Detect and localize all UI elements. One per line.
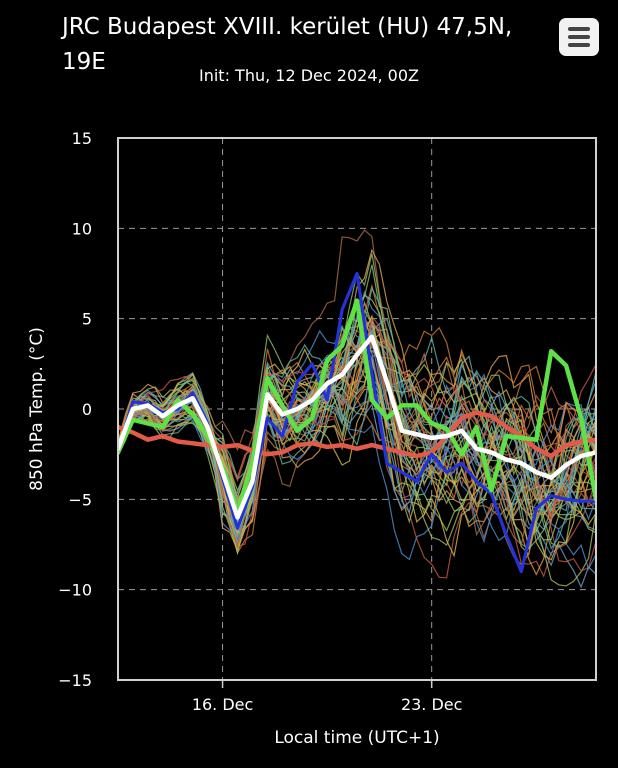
y-tick-label: −5: [68, 490, 92, 509]
ensemble-member-line: [118, 343, 596, 510]
init-label: Init: Thu, 12 Dec 2024, 00Z: [199, 66, 419, 85]
y-tick-label: 5: [82, 310, 92, 329]
ensemble-member-line: [118, 349, 596, 515]
series-line-deterministic: [118, 298, 596, 515]
y-tick-label: 0: [82, 400, 92, 419]
x-axis-label: Local time (UTC+1): [274, 728, 439, 748]
hamburger-menu-icon[interactable]: [559, 18, 599, 56]
series-line-climatology: [118, 410, 596, 459]
x-tick-label: 16. Dec: [192, 695, 254, 714]
plot-area: [118, 229, 596, 589]
y-tick-label: −15: [58, 671, 92, 690]
chart-title: JRC Budapest XVIII. kerület (HU) 47,5N, …: [62, 14, 513, 75]
x-tick-label: 23. Dec: [401, 695, 463, 714]
y-axis-label: 850 hPa Temp. (°C): [27, 327, 47, 491]
ensemble-member-line: [118, 323, 596, 547]
y-tick-label: −10: [58, 581, 92, 600]
y-tick-label: 15: [72, 129, 92, 148]
ensemble-member-line: [118, 229, 596, 517]
y-tick-label: 10: [72, 219, 92, 238]
series-line-ensemble-mean: [118, 334, 596, 520]
plot-frame: [117, 137, 597, 681]
ensemble-member-line: [118, 323, 596, 531]
